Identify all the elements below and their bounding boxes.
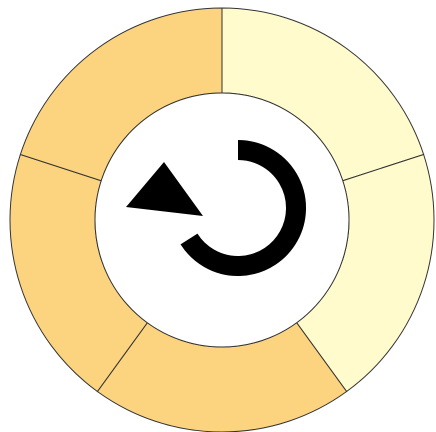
refresh-arrowhead [126,162,203,216]
refresh-arc [180,140,306,276]
inner-disc [94,92,350,348]
refresh-icon[interactable] [126,140,306,276]
ring [9,7,435,432]
